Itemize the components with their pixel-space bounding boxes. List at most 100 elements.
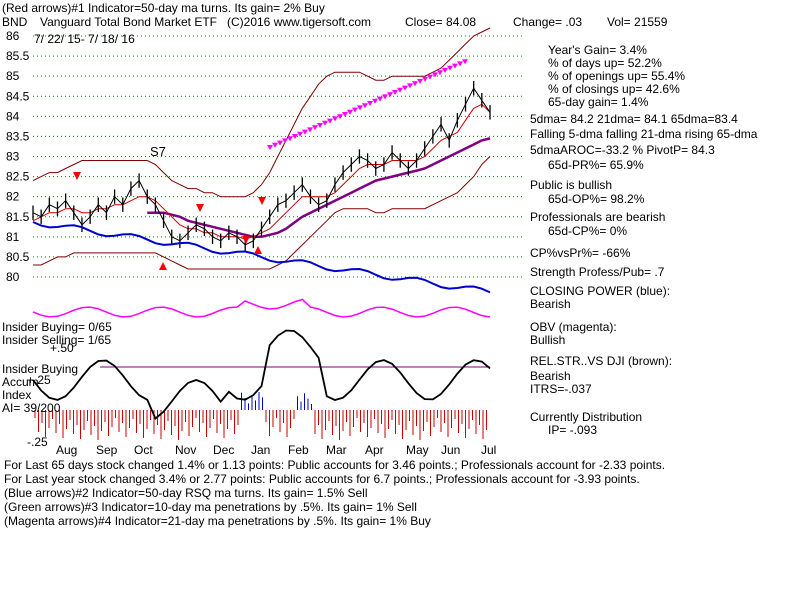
price-tick-label: 82.5 xyxy=(6,170,30,184)
ip-value: IP= -.093 xyxy=(548,423,598,437)
footer-line-5: (Magenta arrows)#4 Indicator=21-day ma p… xyxy=(4,514,431,528)
magenta-arrow xyxy=(427,74,433,80)
price-tick-label: 85 xyxy=(6,69,20,83)
footer-line-1: For Last 65 days stock changed 1.4% or 1… xyxy=(4,458,666,472)
magenta-arrow xyxy=(392,90,398,95)
price-tick-labels: 86 85.5 85 84.5 84 83.5 83 82.5 82 81.5 81 80.5 80 +.… xyxy=(6,29,74,449)
years-gain: Year's Gain= 3.4% xyxy=(548,43,647,57)
obv-line xyxy=(32,298,491,318)
month-label: Nov xyxy=(175,443,196,457)
public-status: Public is bullish xyxy=(530,178,613,192)
magenta-arrow xyxy=(382,94,388,100)
month-label: Apr xyxy=(365,443,384,457)
month-label: Feb xyxy=(288,443,309,457)
magenta-arrow xyxy=(287,136,293,142)
magenta-arrow xyxy=(272,142,278,148)
accum-label-2: Accum xyxy=(2,375,39,389)
magenta-arrow xyxy=(407,83,413,89)
price-tick-label: 80 xyxy=(6,270,20,284)
magenta-arrow xyxy=(277,140,283,146)
insider-buying: Insider Buying= 0/65 xyxy=(2,320,112,334)
month-label: Oct xyxy=(134,443,153,457)
red-arrow xyxy=(258,197,266,205)
pr-65d: 65d-PR%= 65.9% xyxy=(548,158,644,172)
pct-days-up: % of days up= 52.2% xyxy=(548,56,662,70)
month-label: Sep xyxy=(96,443,118,457)
distribution-status: Currently Distribution xyxy=(530,410,643,424)
relstr-label: REL.STR..VS DJI (brown): xyxy=(530,354,673,368)
price-tick-label: 85.5 xyxy=(6,49,30,63)
insider-selling: Insider Selling= 1/65 xyxy=(2,333,112,347)
magenta-arrow xyxy=(412,81,418,87)
price-tick-label: 81.5 xyxy=(6,210,30,224)
month-label: Jan xyxy=(251,443,270,457)
itrs-value: ITRS=-.037 xyxy=(530,382,592,396)
obv-value: Bullish xyxy=(530,333,566,347)
magenta-arrow xyxy=(297,131,303,137)
magenta-arrow xyxy=(397,87,403,93)
date-range: 7/ 22/ 15- 7/ 18/ 16 xyxy=(34,32,135,46)
change-value: Change= .03 xyxy=(513,15,583,29)
upper-band-line xyxy=(32,27,491,198)
dma-values: 5dma= 84.2 21dma= 84.1 65dma=83.4 xyxy=(530,112,738,126)
magenta-arrow xyxy=(267,145,273,150)
magenta-arrow xyxy=(437,70,443,76)
indicator-tick-label: +.50 xyxy=(50,341,74,355)
magenta-arrow xyxy=(422,76,428,82)
price-tick-label: 83.5 xyxy=(6,129,30,143)
ma21-line xyxy=(32,103,491,240)
price-tick-label: 81 xyxy=(6,230,20,244)
x-axis-labels: Aug Sep Oct Nov Dec Jan Feb Mar Apr May Jun Jul xyxy=(56,443,496,457)
red-arrow xyxy=(73,172,81,180)
indicator-1-caption: (Red arrows)#1 Indicator=50-day ma turns… xyxy=(2,1,325,15)
pct-closings-up: % of closings up= 42.6% xyxy=(548,82,680,96)
red-arrow xyxy=(196,204,204,212)
price-tick-label: 80.5 xyxy=(6,250,30,264)
magenta-arrow xyxy=(362,103,368,109)
indicator-tick-label: -.25 xyxy=(27,435,48,449)
magenta-arrow xyxy=(332,116,338,122)
cp-vs-pr: CP%vsPr%= -66% xyxy=(530,246,631,260)
month-label: Dec xyxy=(213,443,234,457)
closing-power-value: Bearish xyxy=(530,297,571,311)
footer-line-2: For Last year stock changed 3.4% or 2.77… xyxy=(4,472,640,486)
price-tick-label: 86 xyxy=(6,29,20,43)
red-arrow xyxy=(159,262,167,270)
month-label: Jul xyxy=(481,443,496,457)
professionals-status: Professionals are bearish xyxy=(530,210,666,224)
magenta-arrow xyxy=(442,68,448,73)
cp-65d: 65d-CP%= 0% xyxy=(548,224,628,238)
magenta-arrow xyxy=(372,98,378,104)
price-bands xyxy=(32,27,491,270)
magenta-arrow xyxy=(337,114,343,120)
magenta-arrow xyxy=(432,72,438,78)
s7-annotation: S7 xyxy=(150,144,166,159)
footer-line-3: (Blue arrows)#2 Indicator=50-day RSQ ma … xyxy=(4,486,368,500)
ma65-line xyxy=(147,137,491,239)
price-close-line xyxy=(32,87,491,246)
month-label: Mar xyxy=(326,443,347,457)
magenta-arrow xyxy=(352,107,358,113)
indicator-lines xyxy=(32,221,491,368)
magenta-arrow xyxy=(367,101,373,106)
magenta-arrow xyxy=(342,112,348,117)
magenta-arrow xyxy=(377,96,383,102)
magenta-arrow xyxy=(457,61,463,67)
magenta-arrow xyxy=(452,63,458,69)
price-tick-label: 84 xyxy=(6,109,20,123)
ai-value: AI= 39/200 xyxy=(2,401,61,415)
magenta-arrow xyxy=(462,59,468,65)
red-arrow xyxy=(254,246,262,254)
relstr-value: Bearish xyxy=(530,369,571,383)
magenta-arrow xyxy=(357,105,363,111)
magenta-arrow xyxy=(292,134,298,139)
price-tick-label: 83 xyxy=(6,150,20,164)
magenta-arrow xyxy=(312,125,318,131)
signal-arrows: S7 xyxy=(73,59,468,270)
magenta-arrow xyxy=(302,129,308,135)
closing-power-line xyxy=(32,221,491,294)
month-label: May xyxy=(406,443,429,457)
month-label: Jun xyxy=(441,443,460,457)
magenta-arrow xyxy=(417,79,423,84)
